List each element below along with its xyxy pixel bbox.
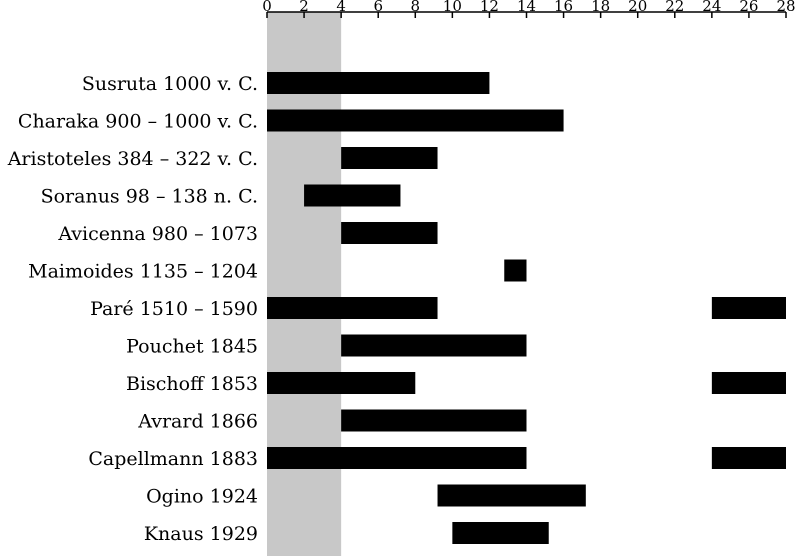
x-axis: 0 2 4 6 8 10 12 14 16 18 20 22 24 26 28 [262, 0, 796, 18]
row-label: Ogino 1924 [146, 486, 258, 508]
range-bar [267, 109, 564, 132]
x-tick-label-0: 0 [262, 0, 272, 15]
range-bar [341, 222, 438, 244]
x-tick-label-22: 22 [665, 0, 684, 15]
x-tick-label-16: 16 [554, 0, 573, 15]
row-label: Bischoff 1853 [126, 373, 258, 395]
x-tick-label-12: 12 [480, 0, 499, 15]
row-label: Paré 1510 – 1590 [90, 298, 258, 320]
range-bar [267, 72, 490, 94]
range-bar [341, 409, 527, 432]
x-tick-label-24: 24 [702, 0, 721, 15]
row-label: Maimoides 1135 – 1204 [28, 261, 258, 283]
range-bar [711, 447, 786, 469]
range-bar [267, 372, 416, 394]
range-bar [341, 147, 438, 169]
x-tick-label-4: 4 [336, 0, 346, 15]
range-bar [437, 484, 586, 507]
x-tick-label-6: 6 [373, 0, 383, 15]
bars-layer [267, 72, 786, 544]
row-labels: Susruta 1000 v. C. Charaka 900 – 1000 v. … [7, 73, 258, 545]
row-label: Susruta 1000 v. C. [82, 73, 258, 95]
row-label: Avicenna 980 – 1073 [57, 223, 258, 245]
x-tick-label-8: 8 [411, 0, 421, 15]
x-tick-label-10: 10 [443, 0, 462, 15]
x-tick-label-28: 28 [776, 0, 795, 15]
x-tick-label-20: 20 [628, 0, 647, 15]
range-bar [267, 447, 527, 469]
x-tick-label-18: 18 [591, 0, 610, 15]
row-label: Pouchet 1845 [126, 336, 258, 358]
row-label: Charaka 900 – 1000 v. C. [18, 111, 258, 133]
row-label: Capellmann 1883 [88, 448, 258, 470]
range-bar [267, 297, 438, 319]
row-label: Knaus 1929 [144, 523, 258, 545]
row-label: Avrard 1866 [137, 411, 258, 433]
range-bar [504, 259, 527, 282]
x-tick-label-14: 14 [517, 0, 536, 15]
row-label: Soranus 98 – 138 n. C. [41, 186, 258, 208]
range-bar [452, 522, 549, 544]
x-tick-label-26: 26 [739, 0, 758, 15]
row-label: Aristoteles 384 – 322 v. C. [7, 148, 258, 170]
range-bar [341, 334, 527, 357]
range-bar [711, 372, 786, 394]
x-tick-label-2: 2 [299, 0, 309, 15]
range-bar [711, 297, 786, 319]
range-bar [304, 184, 401, 207]
